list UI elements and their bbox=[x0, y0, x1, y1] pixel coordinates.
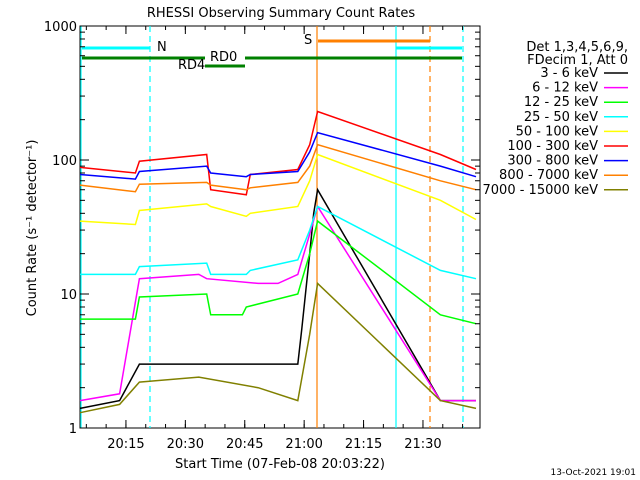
legend-label: 50 - 100 keV bbox=[516, 124, 599, 139]
legend-header: FDecim 1, Att 0 bbox=[527, 53, 628, 68]
annotation-label: RD0 bbox=[210, 50, 237, 65]
y-tick-label: 1000 bbox=[44, 20, 77, 35]
legend-label: 12 - 25 keV bbox=[524, 95, 598, 110]
y-tick-label: 1 bbox=[69, 422, 77, 437]
footer-date: 13-Oct-2021 19:01 bbox=[551, 468, 636, 478]
x-tick-label: 21:00 bbox=[285, 437, 322, 452]
legend-header: Det 1,3,4,5,6,9, bbox=[526, 40, 628, 55]
annotation-label: S bbox=[304, 33, 312, 48]
series-line bbox=[79, 110, 477, 196]
legend-label: 300 - 800 keV bbox=[507, 154, 598, 169]
series-line bbox=[79, 187, 476, 410]
legend-label: 7000 - 15000 keV bbox=[483, 183, 599, 198]
legend-label: 3 - 6 keV bbox=[540, 66, 598, 81]
legend: Det 1,3,4,5,6,9,FDecim 1, Att 03 - 6 keV… bbox=[483, 40, 628, 198]
x-tick-label: 21:15 bbox=[345, 437, 382, 452]
series-line bbox=[79, 143, 477, 193]
series-layer bbox=[79, 110, 477, 414]
annotation-label: RD4 bbox=[178, 58, 205, 73]
x-tick-label: 20:15 bbox=[107, 437, 144, 452]
annotation-layer: N S RD0 RD4 bbox=[80, 26, 464, 428]
series-line bbox=[79, 204, 476, 402]
y-tick-label: 10 bbox=[60, 288, 77, 303]
chart-title: RHESSI Observing Summary Count Rates bbox=[147, 6, 416, 21]
series-line bbox=[80, 205, 477, 280]
series-line bbox=[79, 281, 477, 414]
x-tick-label: 20:30 bbox=[167, 437, 204, 452]
legend-label: 100 - 300 keV bbox=[507, 139, 598, 154]
annotation-label: N bbox=[157, 40, 167, 55]
x-tick-label: 20:45 bbox=[226, 437, 263, 452]
legend-label: 6 - 12 keV bbox=[532, 81, 598, 96]
x-tick-label: 21:30 bbox=[404, 437, 441, 452]
series-line bbox=[80, 219, 477, 325]
axes-layer: 20:15 20:30 20:45 21:00 21:15 21:30 1 10 100 1000 bbox=[44, 20, 480, 452]
plot-area bbox=[79, 25, 481, 429]
series-line bbox=[79, 153, 477, 226]
x-axis-label: Start Time (07-Feb-08 20:03:22) bbox=[175, 457, 385, 472]
legend-label: 800 - 7000 keV bbox=[499, 168, 598, 183]
y-axis-label: Count Rate (s⁻¹ detector⁻¹) bbox=[25, 140, 40, 317]
series-line bbox=[79, 131, 477, 180]
legend-label: 25 - 50 keV bbox=[524, 110, 598, 125]
y-tick-label: 100 bbox=[52, 154, 77, 169]
